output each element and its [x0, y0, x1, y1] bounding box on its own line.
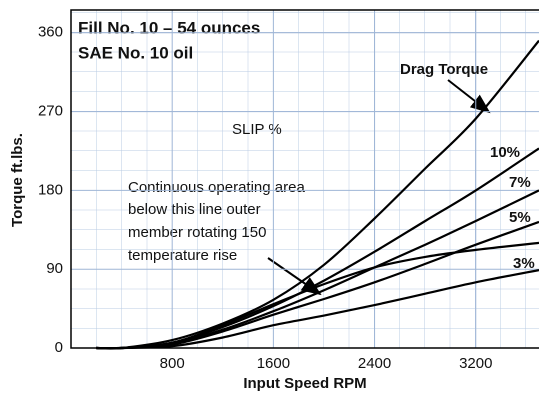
annotation: temperature rise [128, 247, 237, 264]
series-label: 7% [509, 174, 531, 191]
series-label: Drag Torque [400, 61, 488, 78]
y-tick-label: 180 [38, 181, 63, 198]
chart-title: SAE No. 10 oil [78, 43, 193, 62]
chart-title: Fill No. 10 – 54 ounces [78, 18, 260, 37]
series-line [96, 241, 539, 350]
series-label: 3% [513, 255, 535, 272]
series-line [96, 269, 539, 350]
series-label: 5% [509, 209, 531, 226]
annotation: member rotating 150 [128, 224, 266, 241]
y-tick-label: 0 [55, 339, 63, 356]
arrow [447, 79, 491, 114]
series-line [96, 39, 539, 350]
y-axis-label: Torque ft.lbs. [9, 133, 26, 227]
annotation: SLIP % [232, 121, 282, 138]
annotation: below this line outer [128, 201, 261, 218]
annotation: Continuous operating area [128, 179, 305, 196]
y-tick-label: 360 [38, 24, 63, 41]
y-tick-label: 270 [38, 103, 63, 120]
x-tick-label: 2400 [358, 355, 391, 372]
x-tick-label: 3200 [459, 355, 492, 372]
x-tick-label: 800 [160, 355, 185, 372]
x-tick-label: 1600 [257, 355, 290, 372]
y-tick-label: 90 [46, 260, 63, 277]
x-axis-label: Input Speed RPM [243, 375, 366, 392]
plot-frame [70, 9, 539, 349]
series-label: 10% [490, 144, 520, 161]
